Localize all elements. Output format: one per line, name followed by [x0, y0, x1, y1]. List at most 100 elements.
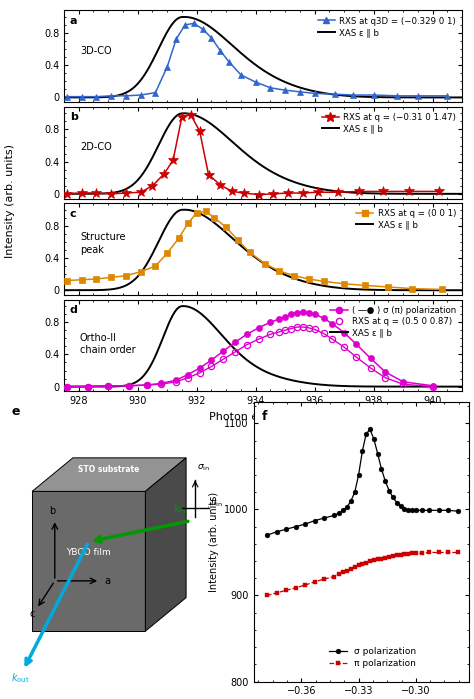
π polarization: [293, 584, 299, 592]
σ polarization: [419, 506, 424, 514]
σ polarization: [409, 506, 415, 514]
π polarization: [283, 586, 289, 595]
Text: $\sigma_\mathrm{in}$: $\sigma_\mathrm{in}$: [198, 462, 210, 473]
σ polarization: [293, 522, 299, 531]
π polarization: [426, 548, 432, 556]
σ polarization: [405, 506, 411, 514]
Text: e: e: [12, 405, 20, 418]
Line: σ polarization: σ polarization: [264, 427, 460, 538]
Text: 3D-CO: 3D-CO: [80, 46, 111, 56]
σ polarization: [426, 506, 432, 514]
σ polarization: [340, 506, 346, 514]
σ polarization: [348, 497, 354, 505]
Text: Ortho-II
chain order: Ortho-II chain order: [80, 333, 136, 355]
π polarization: [455, 548, 461, 556]
Polygon shape: [146, 458, 186, 631]
σ polarization: [273, 528, 279, 536]
σ polarization: [394, 498, 400, 507]
σ polarization: [390, 493, 396, 502]
π polarization: [390, 552, 396, 560]
π polarization: [337, 570, 342, 578]
σ polarization: [379, 465, 384, 473]
Text: Structure
peak: Structure peak: [80, 233, 126, 255]
π polarization: [446, 548, 451, 556]
σ polarization: [321, 514, 327, 522]
π polarization: [386, 553, 392, 561]
σ polarization: [401, 505, 407, 513]
Text: YBCO film: YBCO film: [66, 549, 111, 557]
π polarization: [379, 554, 384, 563]
π polarization: [302, 581, 308, 589]
π polarization: [405, 550, 411, 559]
π polarization: [398, 551, 403, 559]
σ polarization: [344, 503, 350, 511]
π polarization: [344, 566, 350, 575]
π polarization: [413, 549, 419, 558]
π polarization: [352, 563, 357, 571]
π polarization: [383, 554, 388, 562]
Line: π polarization: π polarization: [264, 550, 460, 598]
Text: f: f: [262, 410, 268, 424]
X-axis label: Photon energy (eV): Photon energy (eV): [209, 412, 317, 422]
σ polarization: [386, 487, 392, 495]
Legend: ( ―● ) σ (π) polarization, RXS at q = (0.5 0 0.87), XAS ε ∥ b: ( ―● ) σ (π) polarization, RXS at q = (0…: [328, 304, 458, 339]
π polarization: [264, 591, 270, 600]
σ polarization: [302, 520, 308, 528]
σ polarization: [398, 502, 403, 510]
Text: b: b: [49, 506, 55, 516]
π polarization: [394, 551, 400, 559]
Text: d: d: [70, 305, 78, 315]
π polarization: [419, 549, 424, 558]
σ polarization: [331, 511, 337, 519]
π polarization: [436, 548, 442, 556]
σ polarization: [356, 471, 361, 480]
σ polarization: [455, 507, 461, 515]
Legend: RXS at q = (−0.31 0 1.47), XAS ε ∥ b: RXS at q = (−0.31 0 1.47), XAS ε ∥ b: [320, 111, 458, 135]
σ polarization: [436, 506, 442, 514]
Text: Intensity (arb. units): Intensity (arb. units): [5, 144, 16, 258]
π polarization: [340, 568, 346, 577]
π polarization: [356, 561, 361, 570]
Text: a: a: [105, 576, 110, 586]
Text: 2D-CO: 2D-CO: [80, 143, 112, 152]
π polarization: [331, 572, 337, 581]
Text: $k_\mathrm{out}$: $k_\mathrm{out}$: [11, 672, 30, 685]
Text: c: c: [70, 209, 77, 219]
σ polarization: [364, 430, 369, 438]
π polarization: [348, 565, 354, 573]
σ polarization: [352, 488, 357, 496]
π polarization: [312, 577, 318, 586]
π polarization: [401, 550, 407, 559]
σ polarization: [371, 435, 377, 443]
σ polarization: [383, 477, 388, 485]
π polarization: [273, 589, 279, 597]
Legend: RXS at q = (0 0 1), XAS ε ∥ b: RXS at q = (0 0 1), XAS ε ∥ b: [355, 208, 458, 231]
σ polarization: [264, 531, 270, 540]
Text: $\pi_\mathrm{in}$: $\pi_\mathrm{in}$: [210, 498, 223, 509]
σ polarization: [283, 525, 289, 533]
π polarization: [367, 557, 373, 565]
Legend: σ polarization, π polarization: σ polarization, π polarization: [325, 644, 419, 672]
σ polarization: [337, 509, 342, 517]
σ polarization: [375, 449, 381, 458]
π polarization: [371, 556, 377, 564]
σ polarization: [312, 517, 318, 525]
Text: b: b: [70, 113, 78, 122]
σ polarization: [367, 425, 373, 433]
Y-axis label: Intensity (arb. units): Intensity (arb. units): [209, 491, 219, 592]
Text: $k_\mathrm{in}$: $k_\mathrm{in}$: [173, 503, 186, 516]
π polarization: [364, 559, 369, 567]
σ polarization: [446, 506, 451, 514]
Text: STO substrate: STO substrate: [78, 465, 140, 473]
π polarization: [375, 555, 381, 563]
σ polarization: [360, 447, 365, 455]
π polarization: [360, 559, 365, 568]
π polarization: [321, 575, 327, 584]
Text: a: a: [70, 16, 77, 26]
Polygon shape: [32, 491, 146, 631]
Legend: RXS at q3D = (−0.329 0 1), XAS ε ∥ b: RXS at q3D = (−0.329 0 1), XAS ε ∥ b: [316, 15, 458, 38]
π polarization: [409, 549, 415, 558]
Polygon shape: [32, 458, 186, 491]
σ polarization: [413, 506, 419, 514]
Text: c: c: [29, 610, 35, 619]
